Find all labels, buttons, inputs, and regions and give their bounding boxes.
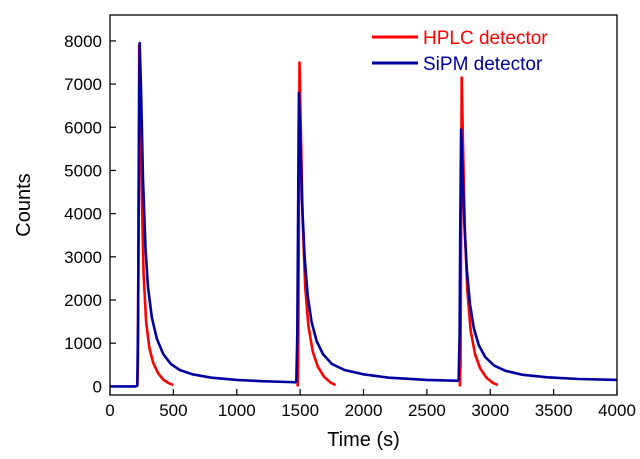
x-axis-title: Time (s) bbox=[327, 429, 400, 451]
x-tick-label: 500 bbox=[159, 401, 187, 420]
y-tick-label: 7000 bbox=[64, 75, 102, 94]
series-1-peak-2 bbox=[459, 129, 617, 380]
y-axis-title: Counts bbox=[13, 173, 35, 236]
y-tick-label: 5000 bbox=[64, 161, 102, 180]
y-tick-label: 4000 bbox=[64, 205, 102, 224]
x-tick-label: 1000 bbox=[218, 401, 256, 420]
series-layer bbox=[110, 43, 617, 386]
y-axis-ticks: 0 1000 2000 3000 4000 5000 6000 7000 8000 bbox=[64, 32, 116, 396]
series-1-peak-1 bbox=[296, 93, 458, 383]
x-tick-label: 3500 bbox=[535, 401, 573, 420]
y-tick-label: 1000 bbox=[64, 334, 102, 353]
y-tick-label: 8000 bbox=[64, 32, 102, 51]
x-tick-label: 0 bbox=[105, 401, 114, 420]
y-tick-label: 2000 bbox=[64, 291, 102, 310]
y-tick-label: 3000 bbox=[64, 248, 102, 267]
x-tick-label: 4000 bbox=[598, 401, 636, 420]
y-tick-label: 6000 bbox=[64, 118, 102, 137]
x-tick-label: 2000 bbox=[345, 401, 383, 420]
x-axis-ticks: 0 500 1000 1500 2000 2500 3000 3500 4000 bbox=[105, 389, 636, 420]
y-tick-label: 0 bbox=[93, 377, 102, 396]
legend: HPLC detector SiPM detector bbox=[372, 28, 548, 75]
legend-label-sipm: SiPM detector bbox=[423, 54, 543, 75]
x-tick-label: 1500 bbox=[281, 401, 319, 420]
legend-label-hplc: HPLC detector bbox=[423, 28, 548, 49]
x-tick-label: 2500 bbox=[408, 401, 446, 420]
x-tick-label: 3000 bbox=[471, 401, 509, 420]
